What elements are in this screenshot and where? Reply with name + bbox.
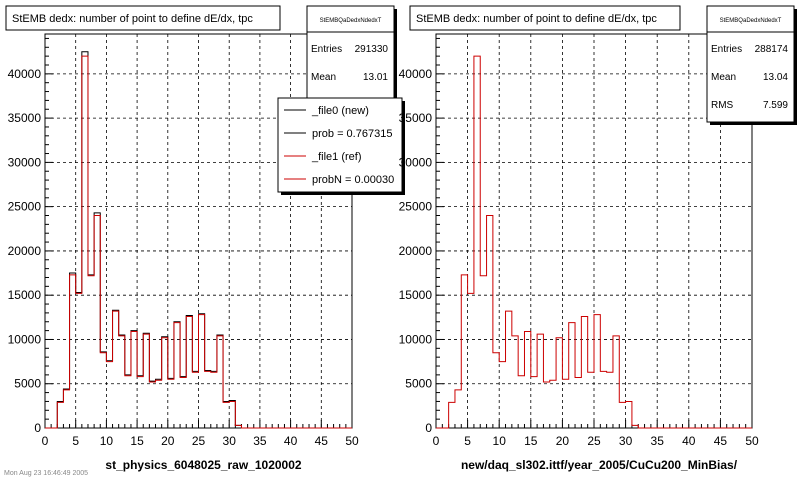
stats-label: Entries bbox=[711, 44, 742, 55]
stats-value: 291330 bbox=[355, 44, 389, 55]
chart-title: StEMB dedx: number of point to define dE… bbox=[12, 13, 253, 25]
legend-entry: _file0 (new) bbox=[311, 105, 369, 117]
y-tick-label: 35000 bbox=[399, 111, 433, 125]
x-tick-label: 35 bbox=[651, 434, 665, 448]
x-tick-label: 10 bbox=[100, 434, 114, 448]
x-tick-label: 50 bbox=[345, 434, 359, 448]
chart-title: StEMB dedx: number of point to define dE… bbox=[416, 13, 657, 25]
x-tick-label: 45 bbox=[315, 434, 329, 448]
stats-box bbox=[706, 5, 795, 123]
x-axis-label: new/daq_sl302.ittf/year_2005/CuCu200_Min… bbox=[461, 458, 738, 472]
stats-name: StEMBQaDedxNdedxT bbox=[320, 18, 382, 24]
y-tick-label: 25000 bbox=[399, 200, 433, 214]
stats-label: Mean bbox=[311, 72, 336, 83]
histogram-series-2 bbox=[45, 55, 352, 429]
x-tick-label: 15 bbox=[524, 434, 538, 448]
stats-label: Mean bbox=[711, 72, 736, 83]
legend-entry: probN = 0.00030 bbox=[312, 174, 394, 186]
y-tick-label: 10000 bbox=[399, 332, 433, 346]
x-tick-label: 30 bbox=[223, 434, 237, 448]
x-tick-label: 10 bbox=[493, 434, 507, 448]
stats-name: StEMBQaDedxNdedxT bbox=[720, 18, 782, 24]
y-tick-label: 0 bbox=[425, 421, 432, 435]
x-tick-label: 30 bbox=[619, 434, 633, 448]
legend-box bbox=[277, 97, 403, 193]
chart-panel-2: 0 5 10 15 20 25 30 35 40 45 50 0 5000 10000 15000 20000… bbox=[399, 5, 797, 472]
y-tick-label: 20000 bbox=[399, 244, 433, 258]
chart-panel-1: 0 5 10 15 20 25 30 35 40 45 50 0 5000 10000 15000 20000… bbox=[5, 5, 405, 472]
y-tick-label: 40000 bbox=[8, 67, 42, 81]
title-box bbox=[409, 5, 681, 31]
x-tick-label: 35 bbox=[253, 434, 267, 448]
x-tick-label: 5 bbox=[464, 434, 471, 448]
stats-value: 13.01 bbox=[363, 72, 388, 83]
x-tick-label: 0 bbox=[433, 434, 440, 448]
y-tick-label: 15000 bbox=[8, 288, 42, 302]
stats-value: 7.599 bbox=[763, 100, 788, 111]
legend-entry: prob = 0.767315 bbox=[312, 128, 392, 140]
stats-value: 288174 bbox=[755, 44, 789, 55]
x-tick-label: 20 bbox=[161, 434, 175, 448]
y-tick-label: 30000 bbox=[399, 155, 433, 169]
y-tick-label: 20000 bbox=[8, 244, 42, 258]
x-axis-label: st_physics_6048025_raw_1020002 bbox=[105, 458, 301, 472]
x-tick-label: 40 bbox=[682, 434, 696, 448]
histogram-series-1 bbox=[436, 55, 752, 429]
stats-value: 13.04 bbox=[763, 72, 788, 83]
y-tick-label: 15000 bbox=[399, 288, 433, 302]
legend: _file0 (new) prob = 0.767315 _file1 (ref) p… bbox=[277, 97, 405, 195]
y-tick-label: 5000 bbox=[14, 377, 41, 391]
timestamp-footer: Mon Aug 23 16:46:49 2005 bbox=[4, 470, 89, 477]
y-tick-label: 10000 bbox=[8, 332, 42, 346]
stats-label: RMS bbox=[711, 100, 734, 111]
x-tick-label: 25 bbox=[192, 434, 206, 448]
y-tick-label: 25000 bbox=[8, 200, 42, 214]
y-tick-label: 5000 bbox=[405, 377, 432, 391]
y-tick-label: 30000 bbox=[8, 155, 42, 169]
y-tick-label: 35000 bbox=[8, 111, 42, 125]
legend-entry: _file1 (ref) bbox=[311, 151, 362, 163]
x-tick-label: 25 bbox=[587, 434, 601, 448]
x-tick-label: 15 bbox=[130, 434, 144, 448]
x-tick-label: 20 bbox=[556, 434, 570, 448]
y-tick-label: 0 bbox=[34, 421, 41, 435]
x-tick-label: 45 bbox=[714, 434, 728, 448]
stats-label: Entries bbox=[311, 44, 342, 55]
title-box bbox=[5, 5, 281, 31]
x-tick-label: 50 bbox=[745, 434, 759, 448]
x-tick-label: 5 bbox=[72, 434, 79, 448]
x-tick-label: 0 bbox=[42, 434, 49, 448]
x-tick-label: 40 bbox=[284, 434, 298, 448]
y-tick-label: 40000 bbox=[399, 67, 433, 81]
